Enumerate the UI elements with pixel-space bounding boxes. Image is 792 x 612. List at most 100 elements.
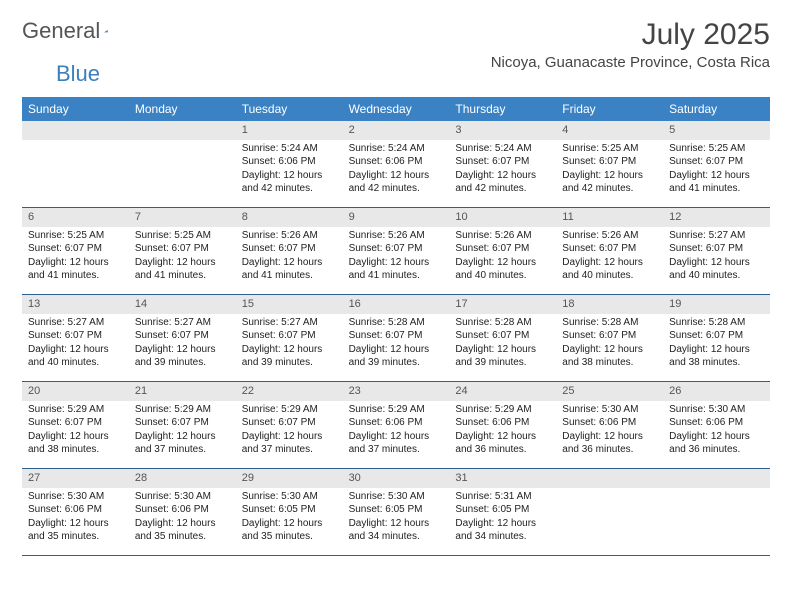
- day-body: Sunrise: 5:27 AMSunset: 6:07 PMDaylight:…: [663, 227, 770, 287]
- sunrise-line: Sunrise: 5:29 AM: [455, 403, 550, 417]
- sunrise-line: Sunrise: 5:25 AM: [562, 142, 657, 156]
- sunrise-line: Sunrise: 5:26 AM: [242, 229, 337, 243]
- dow-row: SundayMondayTuesdayWednesdayThursdayFrid…: [22, 97, 770, 121]
- day-number: 31: [449, 469, 556, 488]
- daylight-line: Daylight: 12 hours and 42 minutes.: [349, 169, 444, 196]
- day-number: 14: [129, 295, 236, 314]
- day-cell: 14Sunrise: 5:27 AMSunset: 6:07 PMDayligh…: [129, 295, 236, 381]
- day-body: Sunrise: 5:28 AMSunset: 6:07 PMDaylight:…: [663, 314, 770, 374]
- sunset-line: Sunset: 6:07 PM: [562, 329, 657, 343]
- sunrise-line: Sunrise: 5:29 AM: [242, 403, 337, 417]
- sunrise-line: Sunrise: 5:27 AM: [669, 229, 764, 243]
- location: Nicoya, Guanacaste Province, Costa Rica: [491, 54, 770, 71]
- day-cell: 5Sunrise: 5:25 AMSunset: 6:07 PMDaylight…: [663, 121, 770, 207]
- day-number: 26: [663, 382, 770, 401]
- daylight-line: Daylight: 12 hours and 36 minutes.: [562, 430, 657, 457]
- day-cell: 22Sunrise: 5:29 AMSunset: 6:07 PMDayligh…: [236, 382, 343, 468]
- day-number: 13: [22, 295, 129, 314]
- sunrise-line: Sunrise: 5:30 AM: [28, 490, 123, 504]
- daylight-line: Daylight: 12 hours and 42 minutes.: [562, 169, 657, 196]
- day-number: 11: [556, 208, 663, 227]
- day-number: 8: [236, 208, 343, 227]
- day-number: 4: [556, 121, 663, 140]
- day-cell: 8Sunrise: 5:26 AMSunset: 6:07 PMDaylight…: [236, 208, 343, 294]
- sunrise-line: Sunrise: 5:28 AM: [562, 316, 657, 330]
- day-body: [22, 140, 129, 200]
- day-cell: 31Sunrise: 5:31 AMSunset: 6:05 PMDayligh…: [449, 469, 556, 555]
- day-cell: 6Sunrise: 5:25 AMSunset: 6:07 PMDaylight…: [22, 208, 129, 294]
- day-number: 20: [22, 382, 129, 401]
- day-cell: 18Sunrise: 5:28 AMSunset: 6:07 PMDayligh…: [556, 295, 663, 381]
- dow-cell: Saturday: [663, 97, 770, 121]
- calendar: SundayMondayTuesdayWednesdayThursdayFrid…: [22, 97, 770, 556]
- sunrise-line: Sunrise: 5:30 AM: [242, 490, 337, 504]
- day-cell: 2Sunrise: 5:24 AMSunset: 6:06 PMDaylight…: [343, 121, 450, 207]
- day-body: Sunrise: 5:26 AMSunset: 6:07 PMDaylight:…: [343, 227, 450, 287]
- day-body: Sunrise: 5:25 AMSunset: 6:07 PMDaylight:…: [663, 140, 770, 200]
- day-body: Sunrise: 5:24 AMSunset: 6:06 PMDaylight:…: [236, 140, 343, 200]
- day-number: 28: [129, 469, 236, 488]
- sunrise-line: Sunrise: 5:27 AM: [28, 316, 123, 330]
- day-number: 30: [343, 469, 450, 488]
- sunrise-line: Sunrise: 5:27 AM: [242, 316, 337, 330]
- day-cell: 23Sunrise: 5:29 AMSunset: 6:06 PMDayligh…: [343, 382, 450, 468]
- day-number: 9: [343, 208, 450, 227]
- day-body: [556, 488, 663, 548]
- sunrise-line: Sunrise: 5:24 AM: [455, 142, 550, 156]
- sunset-line: Sunset: 6:07 PM: [242, 416, 337, 430]
- day-body: Sunrise: 5:28 AMSunset: 6:07 PMDaylight:…: [343, 314, 450, 374]
- day-cell: 10Sunrise: 5:26 AMSunset: 6:07 PMDayligh…: [449, 208, 556, 294]
- day-body: Sunrise: 5:24 AMSunset: 6:06 PMDaylight:…: [343, 140, 450, 200]
- sunset-line: Sunset: 6:07 PM: [135, 242, 230, 256]
- day-number: 24: [449, 382, 556, 401]
- day-cell: 27Sunrise: 5:30 AMSunset: 6:06 PMDayligh…: [22, 469, 129, 555]
- day-body: Sunrise: 5:28 AMSunset: 6:07 PMDaylight:…: [556, 314, 663, 374]
- sunset-line: Sunset: 6:07 PM: [455, 329, 550, 343]
- daylight-line: Daylight: 12 hours and 35 minutes.: [28, 517, 123, 544]
- day-body: Sunrise: 5:30 AMSunset: 6:05 PMDaylight:…: [236, 488, 343, 548]
- sunrise-line: Sunrise: 5:28 AM: [455, 316, 550, 330]
- sunset-line: Sunset: 6:07 PM: [669, 329, 764, 343]
- daylight-line: Daylight: 12 hours and 38 minutes.: [562, 343, 657, 370]
- day-body: Sunrise: 5:27 AMSunset: 6:07 PMDaylight:…: [22, 314, 129, 374]
- daylight-line: Daylight: 12 hours and 41 minutes.: [669, 169, 764, 196]
- title-block: July 2025 Nicoya, Guanacaste Province, C…: [491, 18, 770, 71]
- logo: General: [22, 18, 128, 44]
- daylight-line: Daylight: 12 hours and 40 minutes.: [562, 256, 657, 283]
- daylight-line: Daylight: 12 hours and 36 minutes.: [669, 430, 764, 457]
- sunrise-line: Sunrise: 5:24 AM: [349, 142, 444, 156]
- daylight-line: Daylight: 12 hours and 37 minutes.: [242, 430, 337, 457]
- day-cell: 26Sunrise: 5:30 AMSunset: 6:06 PMDayligh…: [663, 382, 770, 468]
- day-cell: 20Sunrise: 5:29 AMSunset: 6:07 PMDayligh…: [22, 382, 129, 468]
- daylight-line: Daylight: 12 hours and 42 minutes.: [455, 169, 550, 196]
- sunrise-line: Sunrise: 5:30 AM: [349, 490, 444, 504]
- daylight-line: Daylight: 12 hours and 39 minutes.: [242, 343, 337, 370]
- sunrise-line: Sunrise: 5:25 AM: [669, 142, 764, 156]
- day-cell: 4Sunrise: 5:25 AMSunset: 6:07 PMDaylight…: [556, 121, 663, 207]
- daylight-line: Daylight: 12 hours and 36 minutes.: [455, 430, 550, 457]
- sunrise-line: Sunrise: 5:25 AM: [28, 229, 123, 243]
- day-number: 23: [343, 382, 450, 401]
- day-body: Sunrise: 5:30 AMSunset: 6:06 PMDaylight:…: [22, 488, 129, 548]
- day-body: Sunrise: 5:29 AMSunset: 6:07 PMDaylight:…: [129, 401, 236, 461]
- day-cell: 1Sunrise: 5:24 AMSunset: 6:06 PMDaylight…: [236, 121, 343, 207]
- week-row: 13Sunrise: 5:27 AMSunset: 6:07 PMDayligh…: [22, 295, 770, 382]
- day-number: 10: [449, 208, 556, 227]
- day-number: 7: [129, 208, 236, 227]
- day-body: Sunrise: 5:25 AMSunset: 6:07 PMDaylight:…: [556, 140, 663, 200]
- sunrise-line: Sunrise: 5:31 AM: [455, 490, 550, 504]
- day-body: Sunrise: 5:30 AMSunset: 6:05 PMDaylight:…: [343, 488, 450, 548]
- dow-cell: Friday: [556, 97, 663, 121]
- day-number: 3: [449, 121, 556, 140]
- week-row: 1Sunrise: 5:24 AMSunset: 6:06 PMDaylight…: [22, 121, 770, 208]
- daylight-line: Daylight: 12 hours and 35 minutes.: [242, 517, 337, 544]
- sunrise-line: Sunrise: 5:29 AM: [349, 403, 444, 417]
- day-number: [22, 121, 129, 140]
- day-body: Sunrise: 5:26 AMSunset: 6:07 PMDaylight:…: [449, 227, 556, 287]
- daylight-line: Daylight: 12 hours and 34 minutes.: [455, 517, 550, 544]
- day-number: [556, 469, 663, 488]
- sunset-line: Sunset: 6:07 PM: [455, 155, 550, 169]
- day-cell: 7Sunrise: 5:25 AMSunset: 6:07 PMDaylight…: [129, 208, 236, 294]
- sunset-line: Sunset: 6:07 PM: [669, 242, 764, 256]
- day-number: [663, 469, 770, 488]
